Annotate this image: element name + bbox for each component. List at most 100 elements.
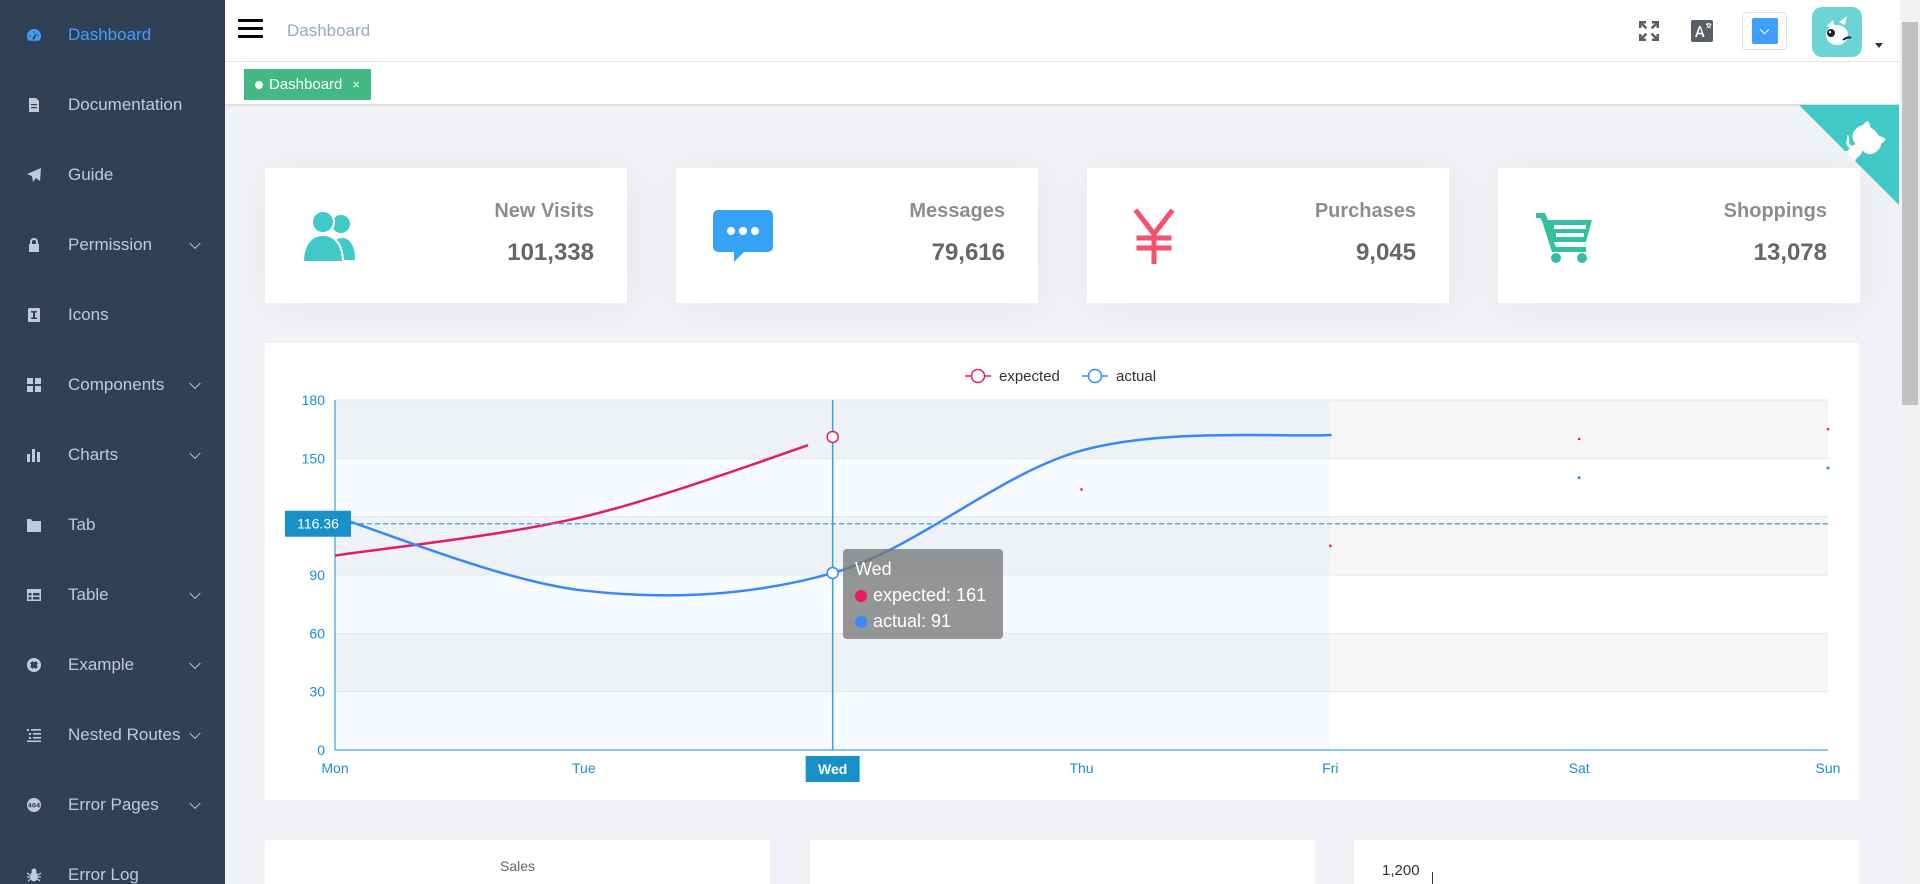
chevron-down-icon [189, 657, 201, 670]
panel-label: Purchases [1314, 200, 1416, 222]
legend-marker-actual[interactable] [1087, 368, 1103, 384]
data-point-expected [1329, 544, 1332, 548]
components-icon [26, 377, 42, 393]
bar-chart-card: 1,200 [1354, 840, 1859, 884]
sidebar-item-error-log[interactable]: Error Log [0, 840, 225, 884]
grid-band [335, 400, 1828, 459]
sales-card: Sales [265, 840, 770, 884]
panel-label: New Visits [494, 200, 594, 222]
sidebar-item-dashboard[interactable]: Dashboard [0, 0, 225, 70]
avatar[interactable] [1812, 7, 1862, 57]
documentation-icon [26, 97, 42, 113]
legend-label-expected[interactable]: expected [999, 368, 1060, 385]
x-tick-label: Sat [1569, 760, 1590, 776]
x-tick-label: Tue [572, 760, 596, 776]
data-point-expected [1080, 488, 1083, 491]
y-tick-label: 180 [302, 392, 326, 408]
fullscreen-icon[interactable] [1636, 18, 1662, 44]
sidebar-item-permission[interactable]: Permission [0, 210, 225, 280]
chevron-down-icon [189, 237, 201, 250]
x-tick-label: Fri [1322, 760, 1338, 776]
sidebar-item-label: Table [68, 585, 109, 604]
sidebar-item-components[interactable]: Components [0, 350, 225, 420]
sidebar-item-charts[interactable]: Charts [0, 420, 225, 490]
tags-view: Dashboard × [225, 62, 1920, 105]
panel-new-visits[interactable]: New Visits 101,338 [265, 168, 627, 303]
bug-icon [26, 867, 42, 883]
panel-messages[interactable]: Messages 79,616 [676, 168, 1038, 303]
tooltip-title: Wed [855, 559, 892, 579]
tag-dashboard[interactable]: Dashboard × [244, 69, 371, 100]
hover-point-actual[interactable] [826, 566, 839, 580]
chevron-down-icon [189, 797, 201, 810]
sidebar-item-nested-routes[interactable]: Nested Routes [0, 700, 225, 770]
x-tick-label: Sun [1816, 760, 1841, 776]
size-select-button[interactable] [1742, 12, 1787, 50]
line-chart[interactable]: 0306090120150180MonTueThuFriSatSun116.36… [265, 343, 1859, 800]
panel-value: 13,078 [1753, 239, 1827, 266]
legend-marker-expected[interactable] [970, 368, 986, 384]
x-tick-label: Thu [1069, 760, 1093, 776]
sidebar-item-example[interactable]: Example [0, 630, 225, 700]
scrollbar-thumb[interactable] [1902, 22, 1918, 405]
caret-down-icon[interactable] [1875, 43, 1883, 48]
actual-dot-icon [855, 616, 867, 628]
chevron-down-icon [189, 377, 201, 390]
tooltip-actual: actual: 91 [873, 611, 952, 631]
lock-icon [26, 237, 42, 253]
hover-point-expected[interactable] [826, 430, 839, 444]
guide-icon [26, 167, 42, 183]
chevron-down-icon [189, 587, 201, 600]
language-icon[interactable] [1689, 18, 1715, 44]
panel-label: Messages [909, 200, 1005, 222]
line-chart-card: 0306090120150180MonTueThuFriSatSun116.36… [265, 343, 1859, 800]
icons-icon [26, 307, 42, 323]
hamburger-menu-icon[interactable] [238, 19, 263, 41]
sidebar: Dashboard Documentation Guide Permission Ico… [0, 0, 225, 884]
error-pages-icon: 404 [26, 797, 42, 813]
panel-shoppings[interactable]: Shoppings 13,078 [1498, 168, 1860, 303]
tag-label: Dashboard [269, 76, 343, 93]
data-point-actual [1577, 476, 1581, 480]
panel-value: 101,338 [507, 239, 594, 266]
sidebar-item-label: Tab [68, 515, 96, 534]
axis-line [1432, 872, 1433, 884]
message-icon [711, 208, 775, 264]
table-icon [26, 587, 42, 603]
y-tick-label: 30 [309, 684, 325, 700]
crosshair-x-label-bg [805, 756, 860, 782]
series-line-expected [334, 435, 834, 557]
sidebar-item-label: Charts [68, 445, 119, 464]
sales-title: Sales [499, 858, 536, 874]
crosshair-x-label: Wed [818, 761, 847, 777]
data-point-actual [1826, 466, 1830, 470]
sidebar-item-label: Nested Routes [68, 725, 181, 744]
sidebar-item-label: Icons [68, 305, 109, 324]
panel-purchases[interactable]: Purchases 9,045 [1087, 168, 1449, 303]
nested-icon [26, 727, 42, 743]
active-dot-icon [255, 80, 263, 89]
y-tick-label: 90 [309, 567, 325, 583]
tooltip-expected: expected: 161 [873, 585, 987, 605]
peoples-icon [300, 208, 364, 264]
axis-label: 1,200 [1382, 862, 1420, 879]
panel-label: Shoppings [1723, 200, 1827, 222]
sidebar-item-table[interactable]: Table [0, 560, 225, 630]
page-scrollbar[interactable] [1900, 0, 1920, 884]
sidebar-item-tab[interactable]: Tab [0, 490, 225, 560]
x-tick-label: Mon [321, 760, 348, 776]
data-point-expected [1577, 437, 1581, 441]
sidebar-item-label: Documentation [68, 95, 183, 114]
close-icon[interactable]: × [352, 77, 360, 92]
sidebar-item-error-pages[interactable]: 404 Error Pages [0, 770, 225, 840]
sidebar-item-icons[interactable]: Icons [0, 280, 225, 350]
svg-text:404: 404 [28, 803, 41, 810]
sidebar-item-label: Example [68, 655, 135, 674]
sidebar-item-label: Permission [68, 235, 153, 254]
money-icon [1122, 208, 1186, 264]
legend-label-actual[interactable]: actual [1116, 368, 1156, 385]
pie-chart-card [810, 840, 1315, 884]
sidebar-item-documentation[interactable]: Documentation [0, 70, 225, 140]
github-corner-icon[interactable] [1799, 105, 1899, 205]
sidebar-item-guide[interactable]: Guide [0, 140, 225, 210]
